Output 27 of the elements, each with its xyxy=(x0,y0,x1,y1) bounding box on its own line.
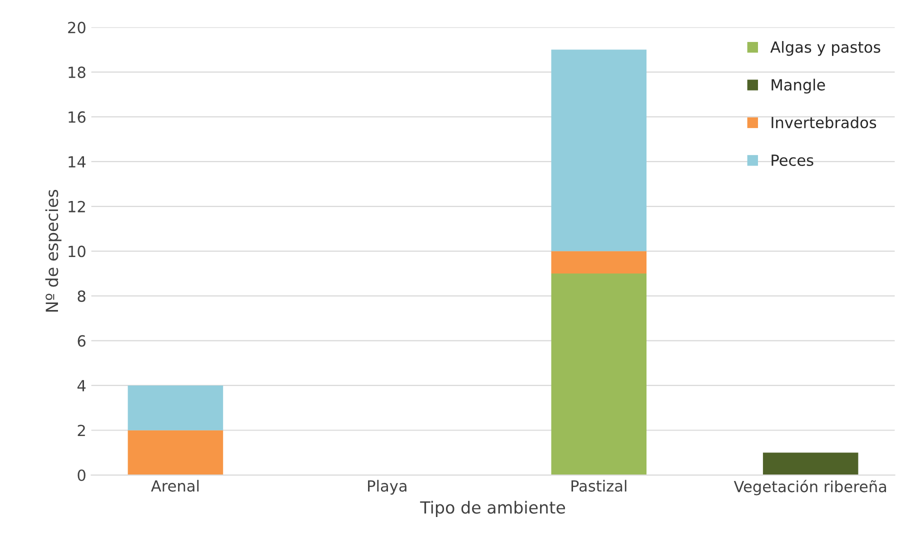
x-tick-label: Playa xyxy=(368,480,406,495)
y-tick-label: 4 xyxy=(77,380,86,392)
bar xyxy=(128,430,224,476)
bar xyxy=(551,251,647,274)
bar xyxy=(551,274,647,476)
x-axis-title: Tipo de ambiente xyxy=(420,500,566,517)
legend-label: Invertebrados xyxy=(772,116,876,128)
y-tick-label: 16 xyxy=(68,111,86,123)
legend-label: Peces xyxy=(772,154,814,166)
y-tick-label: 6 xyxy=(78,335,86,347)
bar xyxy=(551,50,647,252)
legend-label: Mangle xyxy=(772,78,825,94)
x-tick-label: Arenal xyxy=(151,480,199,492)
y-tick-label: 0 xyxy=(78,469,86,482)
y-tick-label: 18 xyxy=(68,66,86,78)
y-tick-label: 20 xyxy=(68,22,86,34)
bar xyxy=(128,385,224,430)
x-tick-label: Vegetación ribereña xyxy=(734,480,886,496)
y-tick-label: 10 xyxy=(68,246,86,258)
bar xyxy=(762,452,858,476)
y-tick-label: 14 xyxy=(68,156,86,168)
y-tick-label: 8 xyxy=(78,290,86,302)
x-tick-label: Pastizal xyxy=(572,480,626,492)
y-tick-label: 2 xyxy=(78,424,85,436)
y-tick-label: 12 xyxy=(68,200,85,212)
legend-label: Algas y pastos xyxy=(770,41,880,56)
y-axis-title: Nº de especies xyxy=(45,190,62,312)
